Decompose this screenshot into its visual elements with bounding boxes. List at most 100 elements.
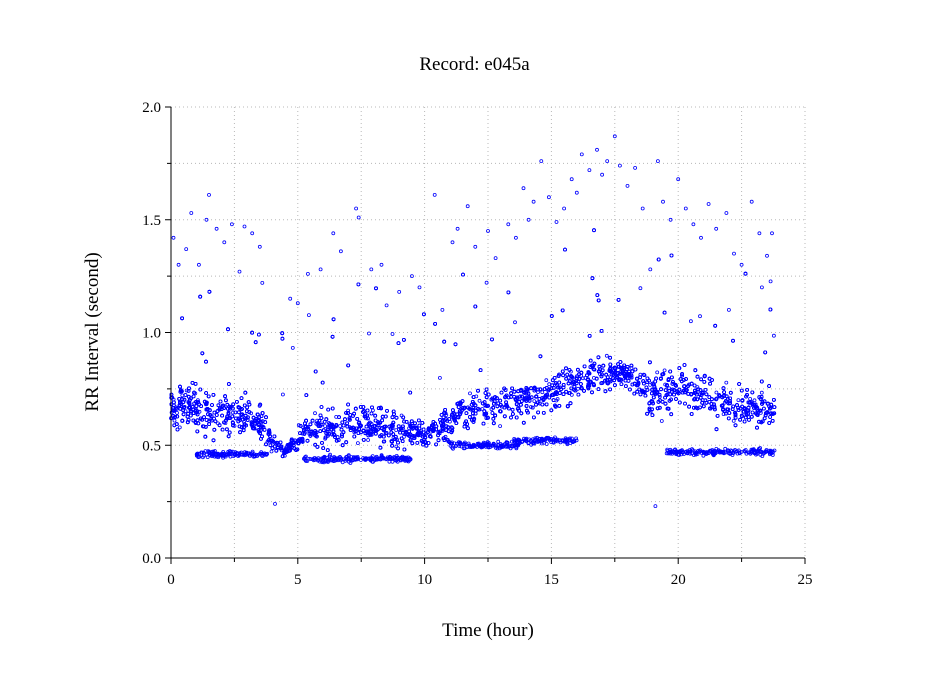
data-point [365,429,370,434]
data-point [309,432,314,436]
data-point [444,417,449,422]
data-point [652,384,657,389]
data-point [642,373,647,378]
data-point [570,381,575,386]
data-point [436,438,441,443]
data-point [268,443,273,448]
data-point [460,406,465,410]
data-point [717,393,722,398]
data-point [536,390,540,395]
data-point [325,427,330,432]
data-point [648,360,652,365]
data-point [599,328,604,333]
data-point [369,411,374,416]
data-point [465,426,470,431]
data-point [689,412,694,416]
data-point [484,416,489,420]
data-point [524,403,529,408]
data-point [209,418,214,423]
data-point [576,386,580,391]
data-point [587,379,592,384]
data-point [726,416,731,421]
data-point [762,399,767,404]
data-point [502,414,507,419]
data-point [174,422,179,427]
data-point [252,426,257,431]
data-point [581,376,585,381]
data-point [650,387,655,392]
data-point [458,400,463,405]
data-point [213,419,218,424]
data-point [343,417,347,422]
data-point [207,422,212,427]
data-point [212,427,217,432]
data-point [536,410,540,415]
data-point [547,382,552,387]
data-point [477,398,482,403]
data-point [332,433,337,437]
data-point [464,419,469,424]
data-point [228,416,233,421]
data-point [361,437,366,442]
data-point [239,425,244,430]
data-point [256,423,261,427]
data-point [627,369,631,374]
data-point [692,383,697,388]
data-point [391,420,396,425]
data-point [396,446,400,451]
data-point [492,399,497,404]
data-point [171,400,176,405]
data-point [192,390,197,395]
data-point [344,410,349,415]
data-point [529,395,534,400]
data-point [196,400,201,405]
data-point [640,388,644,393]
data-point [316,424,321,428]
data-point [638,375,642,380]
data-point [616,371,621,376]
data-point [749,414,754,419]
data-point [612,378,617,383]
data-point [453,342,458,347]
data-point [724,380,729,385]
data-point [319,422,324,427]
data-point [280,392,285,397]
data-point [536,400,540,405]
data-point [266,438,271,443]
data-point [714,397,718,402]
data-point [186,394,191,399]
data-point [314,421,319,426]
data-point [399,436,404,441]
data-point [611,372,616,377]
data-point [736,398,741,403]
data-point [231,410,235,415]
data-point [630,369,635,374]
data-point [306,426,311,431]
data-point [429,423,434,428]
data-point [367,331,371,336]
data-point [233,410,238,415]
data-point [768,406,772,411]
data-point [585,373,589,378]
data-point [683,390,687,395]
data-point [510,386,514,391]
data-point [638,286,643,291]
data-point [317,418,322,423]
data-point [423,431,428,436]
data-point [628,387,632,392]
data-point [247,402,252,407]
data-point [256,428,261,433]
data-point [397,427,401,432]
data-point [755,425,759,430]
data-point [264,415,268,420]
data-point [594,376,599,381]
data-point [219,407,224,412]
data-point [352,434,357,439]
data-point [557,403,562,408]
data-point [361,428,366,433]
data-point [381,434,386,439]
data-point [352,411,357,416]
data-point [549,314,554,318]
data-point [349,426,354,430]
data-point [207,289,212,294]
